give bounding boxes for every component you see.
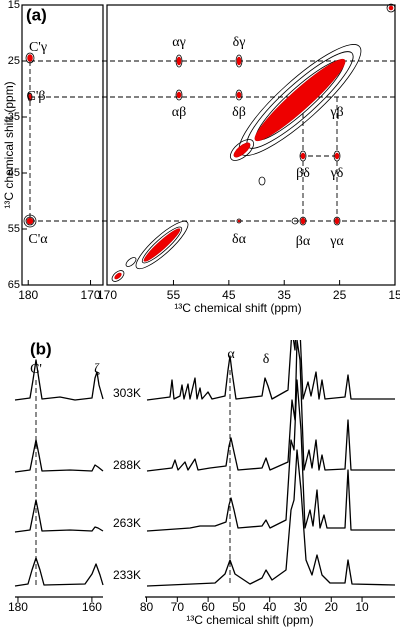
spectrum: [14, 359, 104, 401]
peak-label: γα: [329, 234, 344, 249]
guide-lines: [29, 60, 395, 222]
temperature-label: 263K: [113, 516, 141, 530]
temperature-label: 303K: [113, 386, 141, 400]
peak-label: C'γ: [29, 40, 47, 55]
x-tick-label: 10: [355, 600, 369, 614]
peak-label: αγ: [172, 35, 186, 50]
peak-label: βδ: [296, 166, 310, 181]
x-tick-label: 25: [333, 288, 347, 302]
y-tick-label: 55: [8, 223, 20, 235]
x-tick-label: 55: [167, 288, 181, 302]
x-tick-label: 170: [97, 288, 117, 302]
x-tick-label: 40: [263, 600, 277, 614]
x-axis-label: ¹³C chemical shift (ppm): [174, 301, 301, 315]
temperature-label: 233K: [113, 568, 141, 582]
x-tick-label: 180: [18, 288, 38, 302]
y-tick-label: 65: [8, 279, 20, 291]
contours: [23, 3, 396, 282]
peak-label: δα: [232, 232, 247, 247]
y-axis-label: ¹³C chemical shift (ppm): [2, 81, 16, 208]
x-tick-label: 35: [278, 288, 292, 302]
peak-label: αβ: [172, 105, 186, 120]
peak-label: δβ: [232, 105, 246, 120]
spectrum: [14, 439, 104, 473]
x-tick-label: 70: [171, 600, 185, 614]
x-tick-label: 15: [388, 288, 400, 302]
x-tick-label: 30: [294, 600, 308, 614]
temperature-label: 288K: [113, 458, 141, 472]
peak-label: βα: [296, 234, 311, 249]
peak-label: ζ: [94, 362, 100, 377]
peak-label: α: [227, 347, 235, 362]
x-tick-label: 170: [81, 288, 101, 302]
spectrum: [146, 449, 396, 587]
spectrum: [14, 499, 104, 533]
x-tick-label: 60: [201, 600, 215, 614]
peak-label: C': [30, 362, 42, 377]
x-tick-label: 45: [222, 288, 236, 302]
peak-label: C'β: [27, 89, 46, 104]
panel-label: (b): [30, 339, 52, 358]
spectrum: [146, 340, 395, 401]
peak-label: γβ: [329, 105, 343, 120]
panel-a-right-frame: [106, 4, 396, 286]
spectra: [14, 340, 396, 587]
x-tick-label: 20: [325, 600, 339, 614]
spectrum: [146, 340, 395, 472]
y-tick-label: 25: [8, 55, 20, 67]
x-tick-label: 160: [82, 600, 102, 614]
peak-label: C'α: [28, 232, 48, 247]
x-tick-label: 50: [232, 600, 246, 614]
spectrum: [14, 557, 104, 587]
y-tick-label: 35: [8, 111, 20, 123]
x-tick-label: 180: [8, 600, 28, 614]
peak-labels: C'γ C'β C'α αγ δγ αβ δβ γβ βδ γδ δα βα γ…: [27, 35, 345, 249]
panel-label: (a): [26, 5, 47, 24]
y-tick-label: 15: [8, 0, 20, 11]
x-tick-label: 80: [140, 600, 154, 614]
spectrum: [146, 379, 395, 532]
y-tick-label: 45: [8, 167, 20, 179]
peak-label: δγ: [233, 35, 246, 50]
x-axis-label: ¹³C chemical shift (ppm): [186, 613, 313, 627]
peak-label: δ: [263, 352, 270, 367]
peak-label: γδ: [330, 166, 344, 181]
panel-a-left-frame: [21, 4, 104, 286]
